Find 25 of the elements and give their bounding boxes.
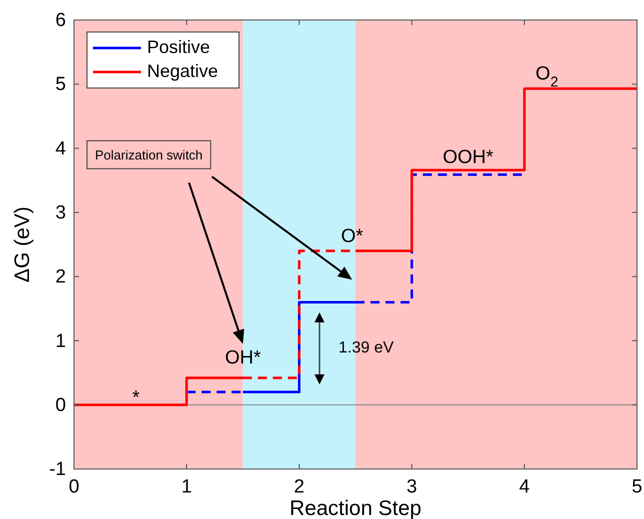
- annotation: OH*: [224, 348, 262, 369]
- y-tick-label: 1: [55, 330, 66, 352]
- y-axis-title: ΔG (eV): [11, 206, 34, 282]
- y-tick-label: 3: [55, 202, 66, 224]
- x-tick-label: 0: [68, 476, 80, 498]
- y-tick-label: 5: [55, 74, 66, 96]
- x-tick-label: 2: [294, 476, 304, 498]
- y-tick-label: 0: [55, 394, 66, 416]
- y-tick-label: 4: [55, 138, 66, 160]
- x-tick-label: 4: [519, 476, 530, 498]
- annotation: O$_{2}$: [536, 64, 558, 90]
- x-tick-label: 1: [181, 476, 192, 498]
- annotation: O*: [341, 226, 364, 247]
- y-tick-label: 2: [55, 266, 66, 288]
- legend-label: Positive: [147, 36, 210, 57]
- annotation: 1.39 eV: [338, 340, 394, 357]
- x-tick-label: 5: [632, 476, 642, 498]
- y-tick-label: -1: [49, 459, 66, 480]
- annotation: *: [132, 387, 140, 408]
- y-tick-label: 6: [55, 10, 66, 32]
- x-tick-label: 3: [406, 476, 418, 498]
- annotation: Polarization switch: [95, 148, 203, 163]
- legend-label: Negative: [147, 60, 218, 81]
- x-axis-title: Reaction Step: [290, 497, 422, 519]
- annotation: OOH*: [442, 146, 494, 168]
